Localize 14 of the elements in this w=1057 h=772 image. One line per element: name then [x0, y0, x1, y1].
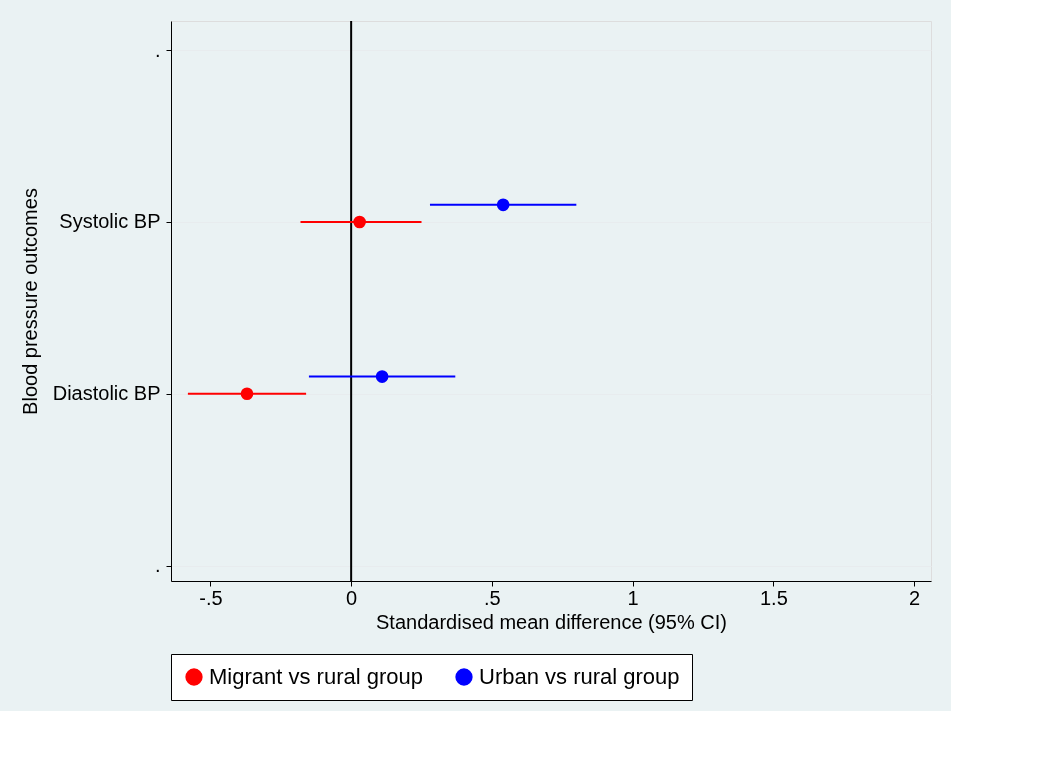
x-tick-label: 0 — [346, 586, 358, 609]
legend-label: Migrant vs rural group — [209, 664, 423, 689]
x-tick-label: 1 — [627, 586, 639, 609]
y-tick-label: Systolic BP — [59, 210, 161, 233]
y-axis-title: Blood pressure outcomes — [18, 188, 41, 415]
x-tick-label: .5 — [484, 586, 501, 609]
y-tick-label: Diastolic BP — [52, 382, 161, 405]
x-axis-title: Standardised mean difference (95% CI) — [376, 610, 727, 633]
x-tick-label: -.5 — [199, 586, 223, 609]
x-tick-label: 2 — [909, 586, 921, 609]
x-tick-label: 1.5 — [759, 586, 788, 609]
y-tick-label: . — [154, 554, 161, 577]
legend-label: Urban vs rural group — [479, 664, 680, 689]
y-tick-label: . — [154, 38, 161, 61]
